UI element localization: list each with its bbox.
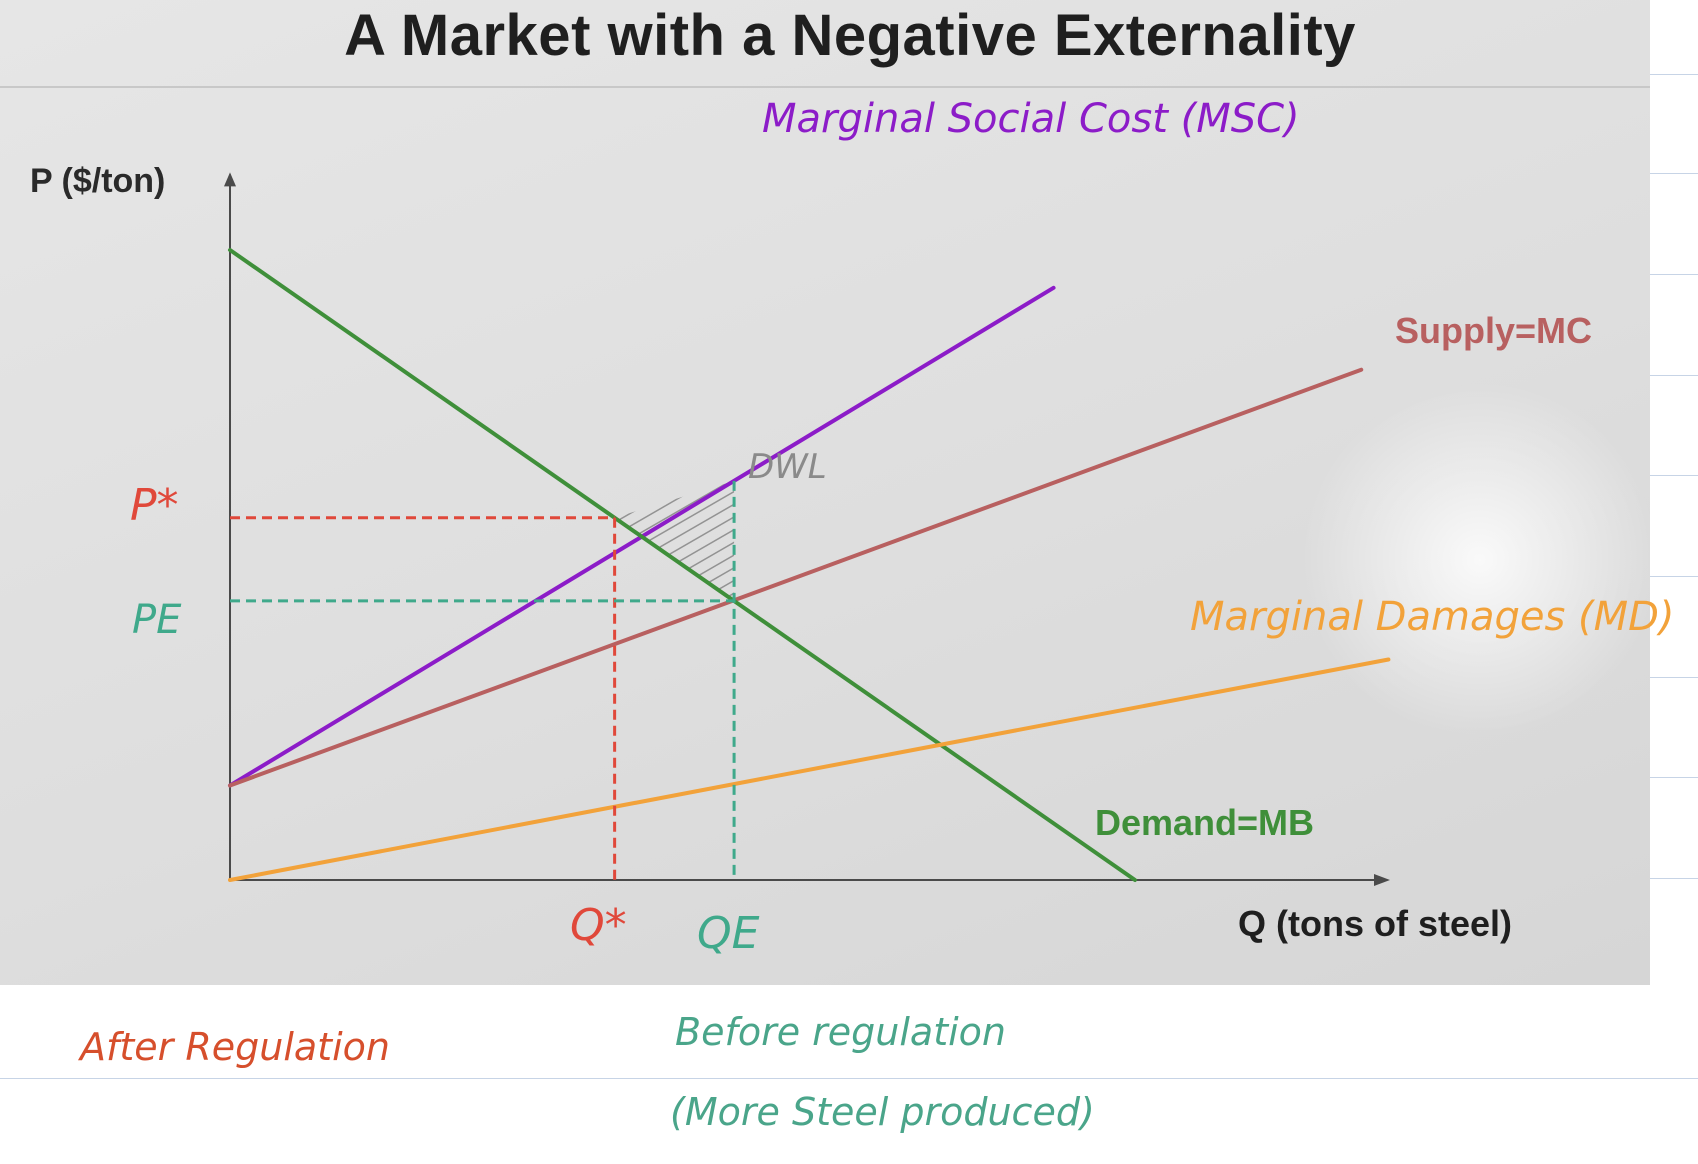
dwl-area	[614, 480, 735, 601]
y-axis-arrow	[224, 172, 236, 187]
demand-label: Demand=MB	[1095, 802, 1314, 843]
dwl-label: DWL	[748, 447, 827, 487]
msc-label: Marginal Social Cost (MSC)	[762, 96, 1300, 142]
supply-label: Supply=MC	[1395, 310, 1592, 351]
note-after-regulation: After Regulation	[80, 1025, 390, 1069]
p-star-label: P*	[130, 480, 179, 531]
q-star-label: Q*	[570, 900, 627, 951]
x-axis-label: Q (tons of steel)	[1238, 903, 1512, 944]
note-before-regulation: Before regulation	[675, 1010, 1006, 1054]
y-axis-label: P ($/ton)	[30, 162, 165, 200]
slide-title: A Market with a Negative Externality	[344, 3, 1356, 68]
title-band	[0, 0, 1650, 88]
note-more-steel-produced: (More Steel produced)	[670, 1090, 1095, 1134]
q-e-label: QE	[697, 908, 760, 959]
slide-photo: A Market with a Negative Externality	[0, 0, 1650, 985]
demand-line	[228, 248, 1137, 882]
notebook-rule-line	[0, 1078, 1698, 1079]
p-e-label: PE	[132, 597, 182, 643]
supply-line	[228, 367, 1364, 788]
x-axis-arrow	[1374, 874, 1390, 886]
md-line	[228, 657, 1391, 882]
md-label: Marginal Damages (MD)	[1190, 594, 1675, 640]
screen-glare	[1300, 380, 1650, 740]
